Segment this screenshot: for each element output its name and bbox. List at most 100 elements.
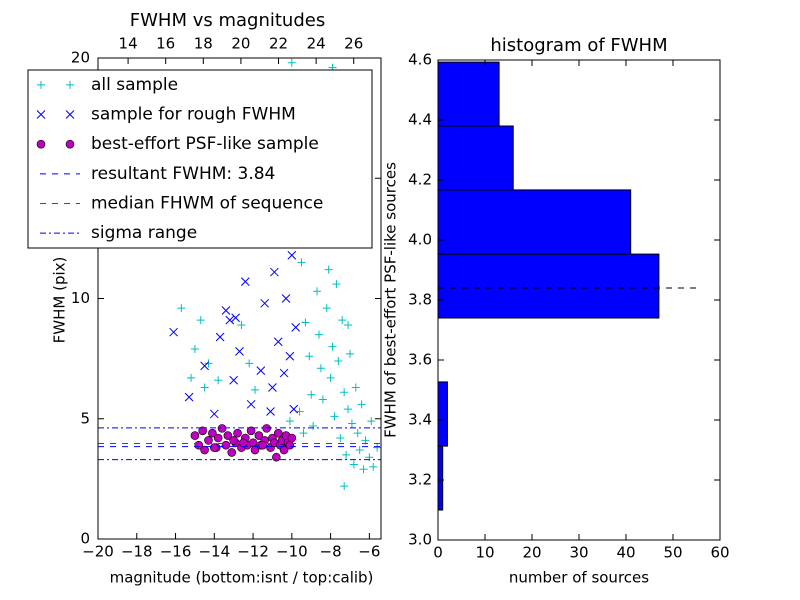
point <box>198 426 207 436</box>
x-tick-label: 60 <box>710 544 729 562</box>
point <box>297 258 306 267</box>
x2-tick-label: 18 <box>194 35 213 53</box>
x-tick-label: 0 <box>433 544 443 562</box>
x2-tick-label: 26 <box>344 35 363 53</box>
point <box>285 417 294 426</box>
y-tick-label: 3.4 <box>408 411 432 429</box>
point <box>299 429 308 438</box>
bar <box>437 253 660 319</box>
point <box>332 280 341 289</box>
y-tick-label: 3.8 <box>408 291 432 309</box>
point <box>338 316 347 325</box>
y-tick-label: 3.0 <box>408 531 432 549</box>
plot-area <box>98 58 381 491</box>
legend: all sample sample for rough FWHM best-effo… <box>27 69 373 249</box>
x-tick-label: −20 <box>82 543 114 561</box>
point <box>251 385 260 394</box>
x-tick-label: 10 <box>475 544 494 562</box>
point <box>353 429 362 438</box>
point <box>357 400 366 409</box>
point <box>245 359 254 368</box>
y-tick-label: 4.4 <box>408 111 432 129</box>
point <box>227 448 237 457</box>
point <box>190 345 199 354</box>
point <box>330 412 339 421</box>
point <box>351 383 360 392</box>
legend-symbol <box>36 110 46 119</box>
point <box>240 277 250 287</box>
y-tick-label: 4.2 <box>408 171 432 189</box>
x-axis-label: magnitude (bottom:isnt / top:calib) <box>110 569 374 587</box>
x-tick-label: −6 <box>358 543 380 561</box>
point <box>301 318 310 327</box>
point <box>355 446 364 455</box>
point <box>235 347 244 356</box>
point <box>225 315 235 325</box>
legend-label: best-effort PSF-like sample <box>91 134 319 154</box>
point <box>326 373 335 382</box>
point <box>215 332 225 342</box>
point <box>169 327 178 337</box>
legend-symbol <box>37 80 45 89</box>
point <box>279 445 289 455</box>
point <box>324 265 333 274</box>
x-tick-label: 40 <box>616 544 635 562</box>
legend-symbol <box>36 139 46 149</box>
point <box>231 313 240 323</box>
legend-symbol <box>65 110 75 119</box>
bar <box>437 125 514 191</box>
point <box>369 462 378 471</box>
point <box>340 482 349 491</box>
point <box>279 368 289 378</box>
x-tick-label: −18 <box>121 543 153 561</box>
point <box>334 357 343 366</box>
point <box>190 431 200 440</box>
point <box>289 404 299 414</box>
x-tick-label: 20 <box>522 544 541 562</box>
point <box>258 440 268 450</box>
point <box>246 399 256 409</box>
point <box>291 323 301 332</box>
point <box>342 450 351 459</box>
point <box>344 405 353 414</box>
y-tick-label: 10 <box>71 289 90 307</box>
point <box>221 306 231 315</box>
point <box>248 438 258 448</box>
point <box>187 373 196 382</box>
point <box>204 436 213 445</box>
point <box>295 407 304 416</box>
chart-title: histogram of FWHM <box>490 35 667 56</box>
point <box>287 250 297 260</box>
x-tick-label: −10 <box>276 543 308 561</box>
y-tick-label: 20 <box>71 49 90 67</box>
x-tick-label: −12 <box>237 543 269 561</box>
legend-label: resultant FWHM: 3.84 <box>91 164 275 184</box>
point <box>340 388 349 397</box>
point <box>328 342 337 351</box>
point <box>254 431 264 440</box>
bar <box>437 189 632 255</box>
legend-symbol <box>66 80 74 89</box>
point <box>322 304 331 313</box>
y-tick-label: 4.0 <box>408 231 432 249</box>
bar <box>437 381 448 447</box>
x2-tick-label: 24 <box>307 35 326 53</box>
point <box>272 452 281 462</box>
point <box>344 320 353 329</box>
point <box>196 316 205 325</box>
point <box>209 409 219 419</box>
point <box>373 443 381 452</box>
point <box>210 443 219 452</box>
point <box>359 465 368 474</box>
legend-label: sigma range <box>91 223 197 243</box>
y-tick-label: 3.2 <box>408 471 432 489</box>
point <box>260 298 270 308</box>
point <box>285 351 295 361</box>
point <box>347 419 356 428</box>
point <box>367 417 376 426</box>
point <box>256 366 266 376</box>
point <box>184 392 194 402</box>
point <box>229 375 239 385</box>
point <box>349 460 358 469</box>
